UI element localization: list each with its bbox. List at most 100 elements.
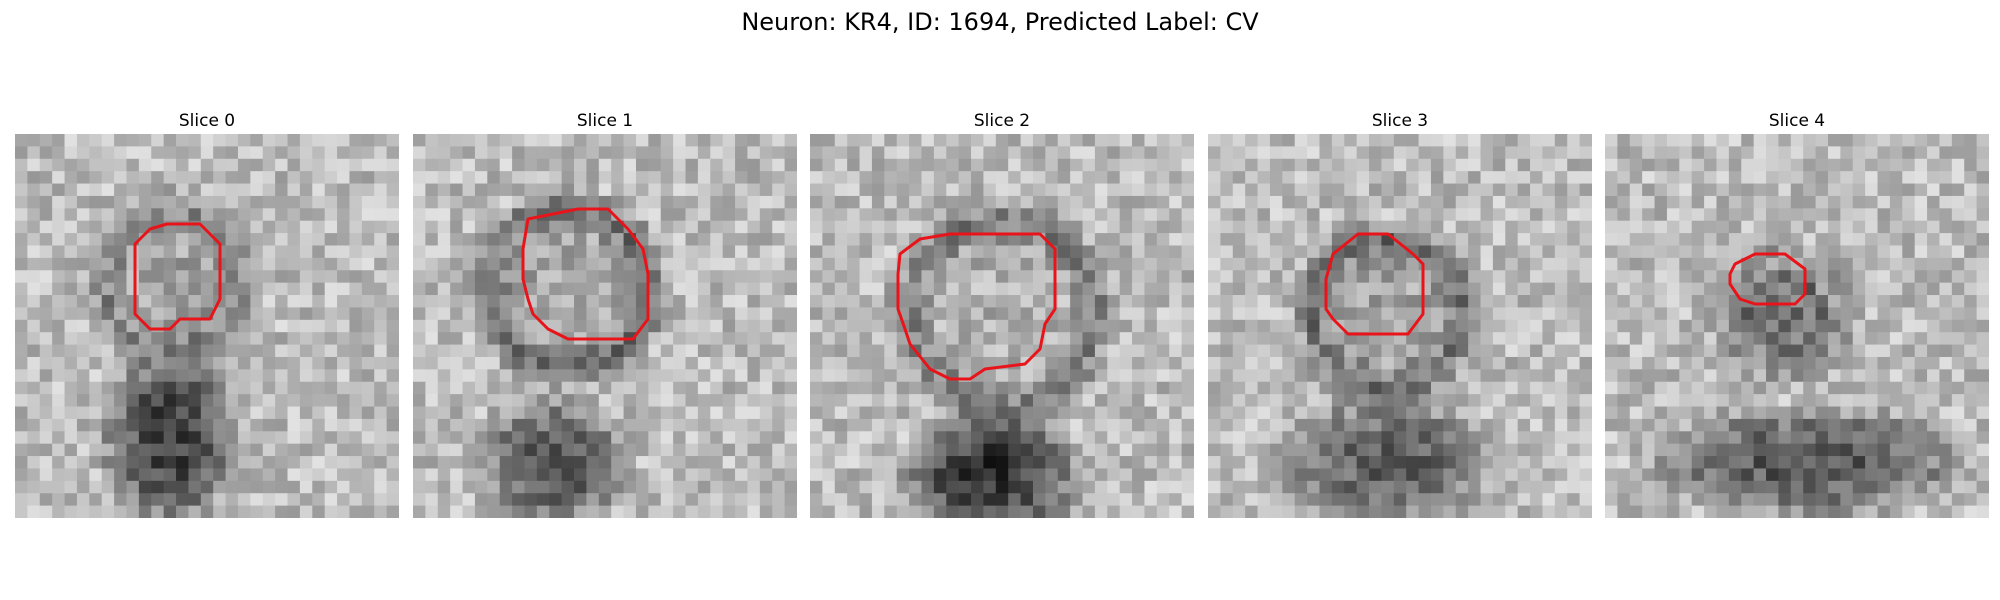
pixel bbox=[1443, 270, 1457, 284]
pixel bbox=[52, 456, 65, 469]
pixel bbox=[324, 146, 338, 160]
pixel bbox=[1766, 418, 1779, 432]
pixel bbox=[1082, 171, 1096, 184]
pixel bbox=[138, 381, 152, 395]
pixel bbox=[1505, 480, 1519, 494]
pixel bbox=[586, 431, 600, 445]
pixel bbox=[1294, 183, 1308, 197]
pixel bbox=[995, 406, 1009, 420]
pixel bbox=[126, 332, 140, 345]
pixel bbox=[1369, 418, 1382, 432]
pixel bbox=[1356, 480, 1370, 494]
pixel bbox=[847, 233, 860, 246]
pixel bbox=[237, 270, 251, 284]
pixel bbox=[673, 356, 686, 370]
pixel bbox=[1976, 195, 1989, 209]
pixel bbox=[200, 295, 214, 308]
pixel bbox=[1245, 220, 1258, 234]
pixel bbox=[237, 468, 251, 482]
pixel bbox=[1220, 480, 1234, 494]
pixel bbox=[76, 493, 90, 507]
pixel bbox=[772, 431, 786, 445]
pixel bbox=[1480, 480, 1494, 494]
pixel bbox=[349, 134, 363, 147]
pixel bbox=[1455, 307, 1469, 321]
pixel bbox=[710, 220, 724, 234]
pixel bbox=[275, 443, 288, 457]
pixel bbox=[64, 208, 78, 222]
pixel bbox=[1840, 443, 1854, 457]
pixel bbox=[413, 270, 426, 284]
pixel bbox=[462, 233, 476, 246]
pixel bbox=[1393, 158, 1407, 172]
pixel bbox=[312, 295, 326, 308]
pixel bbox=[1629, 158, 1643, 172]
pixel bbox=[1790, 146, 1804, 160]
pixel bbox=[933, 245, 947, 259]
pixel bbox=[1642, 418, 1655, 432]
pixel bbox=[933, 183, 947, 197]
pixel bbox=[834, 282, 848, 296]
pixel bbox=[933, 220, 947, 234]
pixel bbox=[1269, 134, 1283, 147]
pixel bbox=[1294, 505, 1308, 518]
pixel bbox=[772, 233, 786, 246]
pixel bbox=[1169, 208, 1183, 222]
pixel bbox=[1827, 493, 1841, 507]
pixel bbox=[1666, 307, 1680, 321]
pixel bbox=[1951, 245, 1965, 259]
pixel bbox=[450, 505, 463, 518]
pixel bbox=[1356, 468, 1370, 482]
pixel bbox=[1430, 332, 1444, 345]
pixel bbox=[1605, 456, 1618, 469]
pixel bbox=[1728, 270, 1742, 284]
pixel bbox=[287, 480, 301, 494]
pixel bbox=[722, 406, 736, 420]
pixel bbox=[1605, 295, 1618, 308]
pixel bbox=[275, 456, 288, 469]
pixel bbox=[337, 183, 350, 197]
pixel bbox=[1790, 344, 1804, 358]
pixel bbox=[1032, 134, 1046, 147]
pixel bbox=[188, 319, 202, 333]
pixel bbox=[946, 233, 960, 246]
pixel bbox=[648, 344, 662, 358]
pixel bbox=[1169, 394, 1183, 407]
pixel bbox=[15, 134, 28, 147]
pixel bbox=[76, 146, 90, 160]
pixel bbox=[1617, 456, 1631, 469]
pixel bbox=[1455, 295, 1469, 308]
pixel bbox=[673, 431, 686, 445]
pixel bbox=[822, 257, 836, 271]
pixel bbox=[337, 233, 350, 246]
pixel bbox=[921, 394, 935, 407]
pixel bbox=[312, 505, 326, 518]
pixel bbox=[275, 394, 288, 407]
pixel bbox=[1579, 282, 1592, 296]
pixel bbox=[413, 233, 426, 246]
pixel bbox=[450, 456, 463, 469]
pixel bbox=[275, 493, 288, 507]
pixel bbox=[635, 456, 649, 469]
pixel bbox=[1654, 443, 1668, 457]
pixel bbox=[1307, 270, 1320, 284]
pixel bbox=[374, 456, 388, 469]
pixel bbox=[1852, 456, 1866, 469]
pixel bbox=[536, 505, 550, 518]
pixel bbox=[1803, 369, 1816, 383]
pixel bbox=[1008, 332, 1021, 345]
pixel bbox=[648, 146, 662, 160]
pixel bbox=[275, 418, 288, 432]
pixel bbox=[1319, 195, 1333, 209]
pixel bbox=[549, 183, 563, 197]
pixel bbox=[114, 245, 127, 259]
pixel bbox=[450, 282, 463, 296]
pixel bbox=[1517, 443, 1531, 457]
pixel bbox=[1976, 158, 1989, 172]
pixel bbox=[225, 233, 239, 246]
pixel bbox=[1815, 183, 1829, 197]
pixel bbox=[1741, 195, 1755, 209]
segmentation-contour bbox=[521, 207, 650, 341]
pixel bbox=[250, 394, 264, 407]
pixel bbox=[163, 456, 177, 469]
